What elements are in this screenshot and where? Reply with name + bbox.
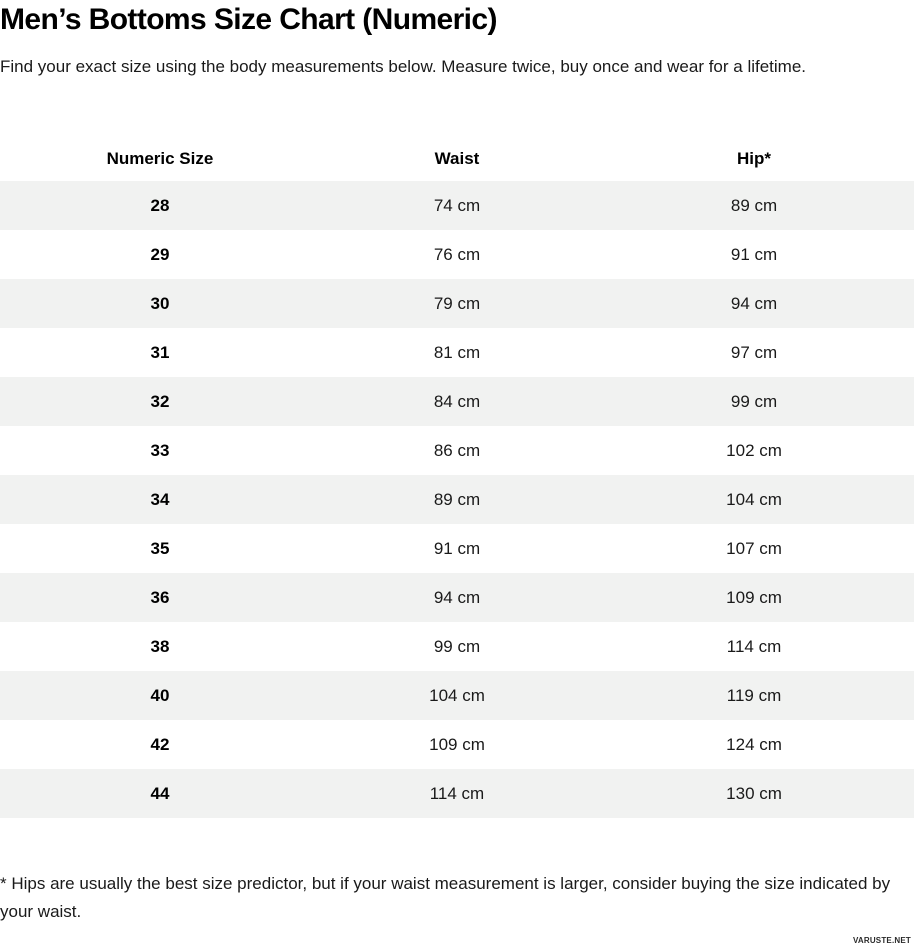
table-row: 40 104 cm 119 cm xyxy=(0,671,914,720)
hip-cell: 114 cm xyxy=(726,636,782,656)
size-cell: 32 xyxy=(150,391,170,411)
table-row: 38 99 cm 114 cm xyxy=(0,622,914,671)
waist-cell: 94 cm xyxy=(433,587,481,607)
waist-cell: 79 cm xyxy=(433,293,481,313)
table-row: 30 79 cm 94 cm xyxy=(0,279,914,328)
hip-cell: 107 cm xyxy=(726,538,782,558)
waist-cell: 89 cm xyxy=(433,489,481,509)
page-title: Men’s Bottoms Size Chart (Numeric) xyxy=(0,3,498,36)
hip-cell: 109 cm xyxy=(726,587,782,607)
hip-cell: 104 cm xyxy=(726,489,782,509)
waist-cell: 86 cm xyxy=(433,440,481,460)
size-cell: 31 xyxy=(150,342,170,362)
footnote: * Hips are usually the best size predict… xyxy=(0,874,891,921)
table-row: 36 94 cm 109 cm xyxy=(0,573,914,622)
waist-cell: 76 cm xyxy=(433,244,481,264)
watermark: VARUSTE.NET xyxy=(852,936,911,945)
size-cell: 40 xyxy=(150,685,170,705)
waist-cell: 114 cm xyxy=(429,783,485,803)
table-row: 35 91 cm 107 cm xyxy=(0,524,914,573)
column-header-waist: Waist xyxy=(434,148,480,168)
table-row: 32 84 cm 99 cm xyxy=(0,377,914,426)
hip-cell: 102 cm xyxy=(726,440,782,460)
table-row: 31 81 cm 97 cm xyxy=(0,328,914,377)
size-table-body: 28 74 cm 89 cm 29 76 cm 91 cm 30 79 cm 94 cm 31 81… xyxy=(0,181,914,818)
hip-cell: 91 cm xyxy=(730,244,778,264)
size-cell: 28 xyxy=(150,195,170,215)
hip-cell: 124 cm xyxy=(726,734,782,754)
column-header-numeric-size: Numeric Size xyxy=(106,148,214,168)
size-cell: 44 xyxy=(150,783,170,803)
table-row: 42 109 cm 124 cm xyxy=(0,720,914,769)
table-header-row: Numeric Size Waist Hip* xyxy=(0,136,914,181)
page-subtitle: Find your exact size using the body meas… xyxy=(0,57,807,76)
hip-cell: 130 cm xyxy=(726,783,782,803)
table-row: 33 86 cm 102 cm xyxy=(0,426,914,475)
waist-cell: 91 cm xyxy=(433,538,481,558)
size-cell: 36 xyxy=(150,587,170,607)
waist-cell: 99 cm xyxy=(433,636,481,656)
size-cell: 33 xyxy=(150,440,170,460)
size-cell: 38 xyxy=(150,636,170,656)
table-row: 34 89 cm 104 cm xyxy=(0,475,914,524)
waist-cell: 104 cm xyxy=(429,685,485,705)
waist-cell: 74 cm xyxy=(433,195,481,215)
hip-cell: 94 cm xyxy=(730,293,778,313)
size-cell: 35 xyxy=(150,538,170,558)
size-cell: 29 xyxy=(150,244,170,264)
size-cell: 34 xyxy=(150,489,170,509)
hip-cell: 99 cm xyxy=(730,391,778,411)
table-row: 44 114 cm 130 cm xyxy=(0,769,914,818)
column-header-hip: Hip* xyxy=(737,148,772,168)
size-chart-table: Numeric Size Waist Hip* 28 74 cm 89 cm 29 76 c… xyxy=(0,136,914,818)
table-row: 28 74 cm 89 cm xyxy=(0,181,914,230)
table-row: 29 76 cm 91 cm xyxy=(0,230,914,279)
hip-cell: 97 cm xyxy=(730,342,778,362)
size-cell: 42 xyxy=(150,734,170,754)
waist-cell: 81 cm xyxy=(433,342,481,362)
hip-cell: 119 cm xyxy=(726,685,782,705)
waist-cell: 84 cm xyxy=(433,391,481,411)
size-cell: 30 xyxy=(150,293,170,313)
hip-cell: 89 cm xyxy=(730,195,778,215)
waist-cell: 109 cm xyxy=(429,734,485,754)
